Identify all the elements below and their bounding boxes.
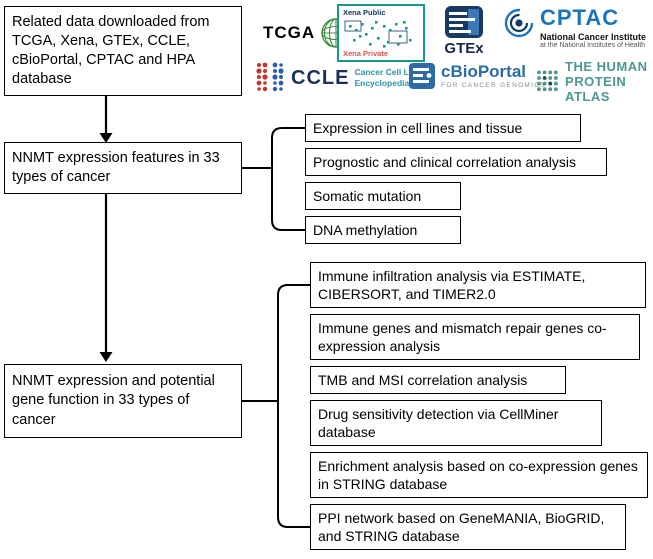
box-expression-cell-lines: Expression in cell lines and tissue [305,114,581,142]
ccle-subtitle-2: Encyclopedia [354,78,410,88]
box-immune-infiltration-text: Immune infiltration analysis via ESTIMAT… [318,267,586,302]
ccle-halftone-icon [256,62,284,92]
flow-box-gene-function-text: NNMT expression and potential gene funct… [12,373,215,428]
cptac-subtitle-2: at the National Institutes of Health [540,42,646,49]
cbioportal-logo-text: cBioPortal [441,62,527,81]
cptac-subtitle-1: National Cancer Institute [540,32,647,42]
cptac-logo-text: CPTAC [540,5,620,30]
box-drug-sensitivity: Drug sensitivity detection via CellMiner… [310,400,602,446]
xena-public-label: Xena Public [343,8,386,17]
box-ppi-network-text: PPI network based on GeneMANIA, BioGRID,… [318,509,605,544]
hpa-logo-line2: PROTEIN ATLAS [565,73,627,104]
box-drug-sensitivity-text: Drug sensitivity detection via CellMiner… [318,405,559,440]
ccle-subtitle-1: Cancer Cell Line [354,67,422,78]
box-somatic-mutation: Somatic mutation [305,182,461,210]
box-dna-methylation-text: DNA methylation [313,221,418,238]
box-prognostic-correlation-text: Prognostic and clinical correlation anal… [313,153,577,170]
box-ppi-network: PPI network based on GeneMANIA, BioGRID,… [310,504,626,550]
tcga-logo-text: TCGA [263,23,316,42]
flow-box-expression-features: NNMT expression features in 33 types of … [4,142,242,194]
xena-scatter-icon [344,20,412,48]
flow-box-source-data-text: Related data downloaded from TCGA, Xena,… [12,13,210,88]
box-enrichment-analysis: Enrichment analysis based on co-expressi… [310,452,648,498]
down-arrow-2 [99,194,113,362]
hpa-logo-line1: THE HUMAN [565,59,648,74]
box-immune-infiltration: Immune infiltration analysis via ESTIMAT… [310,262,646,308]
box-immune-mmr-coexpression-text: Immune genes and mismatch repair genes c… [318,319,607,354]
box-enrichment-analysis-text: Enrichment analysis based on co-expressi… [318,457,638,492]
box-prognostic-correlation: Prognostic and clinical correlation anal… [305,148,607,176]
box-somatic-mutation-text: Somatic mutation [313,187,422,204]
bracket-group1 [242,127,305,231]
cbioportal-logo: cBioPortal FOR CANCER GENOMICS [408,62,546,90]
box-dna-methylation: DNA methylation [305,216,461,244]
xena-logo: Xena Public Xena Private [337,4,425,62]
hpa-dots-icon [537,70,558,92]
ccle-logo-text: CCLE [291,66,350,89]
xena-private-label: Xena Private [343,49,389,58]
flow-box-gene-function: NNMT expression and potential gene funct… [4,364,242,438]
flow-box-expression-features-text: NNMT expression features in 33 types of … [12,149,220,185]
hpa-logo: THE HUMAN PROTEIN ATLAS [535,59,653,105]
gtex-logo: GTEx [444,5,484,57]
box-tmb-msi-text: TMB and MSI correlation analysis [318,371,528,388]
gtex-icon [445,6,483,38]
flow-box-source-data: Related data downloaded from TCGA, Xena,… [4,6,242,96]
box-immune-mmr-coexpression: Immune genes and mismatch repair genes c… [310,314,640,360]
down-arrow-1 [99,96,113,143]
cbioportal-subtitle: FOR CANCER GENOMICS [441,82,546,89]
box-expression-cell-lines-text: Expression in cell lines and tissue [313,119,523,136]
gtex-logo-text: GTEx [444,40,484,57]
bracket-group2 [242,284,310,528]
cbioportal-icon [409,63,435,89]
ccle-logo: CCLE Cancer Cell Line Encyclopedia [253,60,421,96]
cptac-icon [504,8,534,38]
box-tmb-msi: TMB and MSI correlation analysis [310,366,566,394]
cptac-logo: CPTAC National Cancer Institute at the N… [503,7,646,49]
